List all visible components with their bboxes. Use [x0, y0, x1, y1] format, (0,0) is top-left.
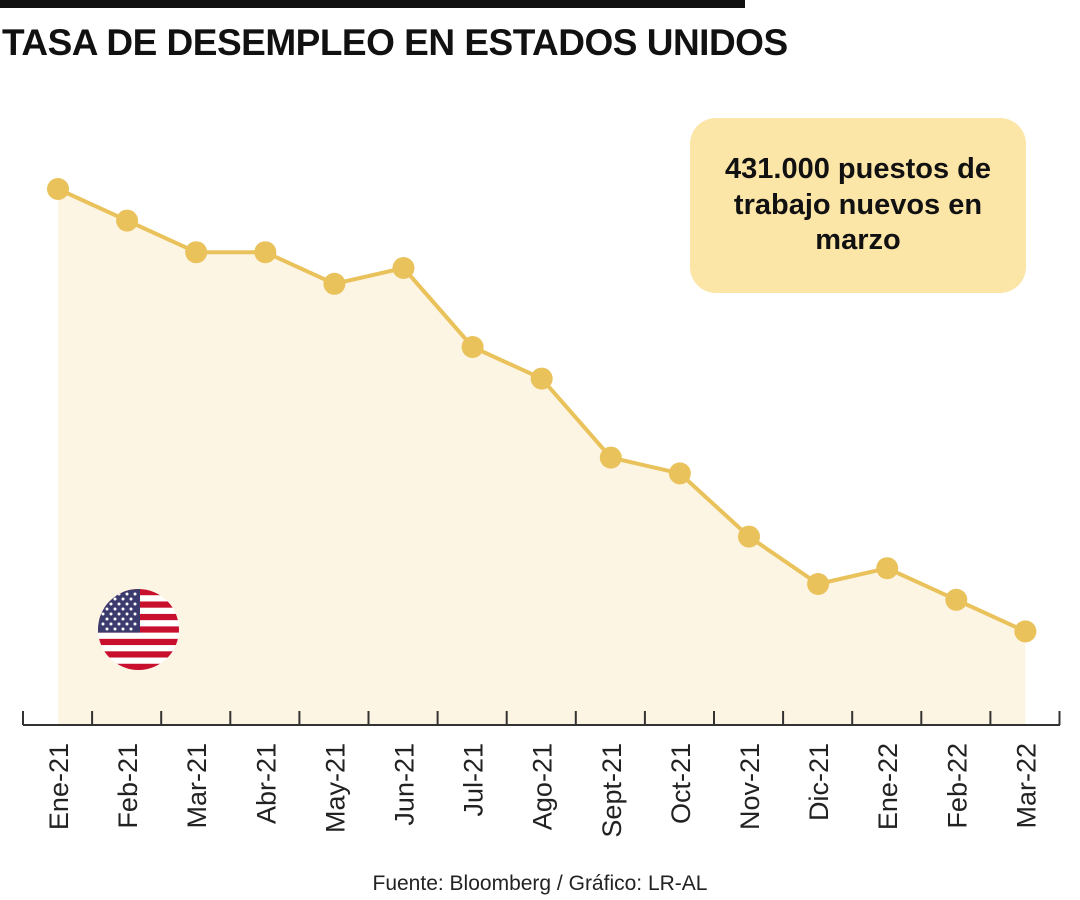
callout-text: 431.000 puestos de trabajo nuevos en mar… [725, 153, 991, 257]
data-point-nov-21 [738, 525, 760, 548]
x-tick-label: Nov-21 [735, 743, 765, 830]
x-tick-label: Feb-22 [942, 743, 972, 829]
data-point-ene-22 [876, 557, 899, 580]
data-point-may-21 [323, 272, 346, 295]
x-axis [22, 711, 1061, 726]
x-tick-label: Jul-21 [459, 743, 489, 817]
x-tick-label: Dic-21 [804, 743, 834, 821]
x-tick-label: Ene-22 [873, 743, 903, 830]
x-tick-label: Feb-21 [113, 743, 143, 829]
data-point-sept-21 [599, 446, 622, 469]
data-point-ago-21 [530, 367, 553, 390]
data-point-jun-21 [392, 257, 415, 279]
data-point-mar-21 [185, 241, 208, 264]
data-point-feb-22 [945, 588, 968, 611]
x-tick-label: May-21 [320, 743, 350, 833]
data-point-mar-22 [1014, 620, 1037, 643]
x-tick-labels: Ene-21 Feb-21 Mar-21 Abr-21 May-21 Jun-21 Jul-… [44, 743, 1041, 838]
data-markers [47, 178, 1037, 643]
source-note: Fuente: Bloomberg / Gráfico: LR-AL [372, 872, 708, 895]
data-point-abr-21 [254, 241, 277, 264]
data-point-oct-21 [668, 462, 691, 485]
x-tick-label: Oct-21 [666, 743, 696, 824]
x-tick-label: Mar-21 [182, 743, 212, 829]
area-fill [58, 189, 1026, 725]
data-point-feb-21 [116, 209, 139, 232]
data-point-dic-21 [807, 573, 830, 595]
chart-title: TASA DE DESEMPLEO EN ESTADOS UNIDOS [2, 22, 788, 63]
top-rule [0, 0, 745, 8]
x-tick-label: Sept-21 [597, 743, 627, 838]
callout-box: 431.000 puestos de trabajo nuevos en mar… [690, 118, 1026, 293]
data-point-ene-21 [47, 178, 69, 200]
x-tick-label: Ene-21 [44, 743, 74, 830]
x-tick-label: Mar-22 [1011, 743, 1041, 829]
x-tick-label: Abr-21 [251, 743, 281, 824]
us-flag-icon [98, 589, 179, 670]
x-tick-label: Ago-21 [528, 743, 558, 830]
data-point-jul-21 [461, 336, 484, 358]
x-tick-label: Jun-21 [390, 743, 420, 826]
